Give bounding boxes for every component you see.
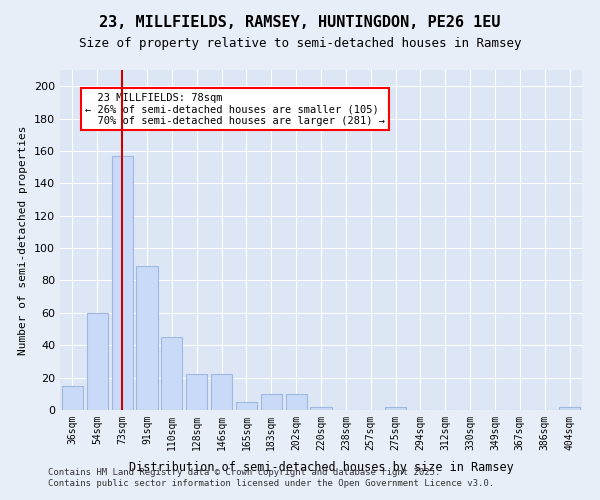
Text: 23, MILLFIELDS, RAMSEY, HUNTINGDON, PE26 1EU: 23, MILLFIELDS, RAMSEY, HUNTINGDON, PE26… [99,15,501,30]
Bar [385,407,406,410]
Bar [236,402,257,410]
Text: 23 MILLFIELDS: 78sqm
← 26% of semi-detached houses are smaller (105)
  70% of se: 23 MILLFIELDS: 78sqm ← 26% of semi-detac… [85,92,385,126]
Bar [286,394,307,410]
Bar [136,266,158,410]
X-axis label: Distribution of semi-detached houses by size in Ramsey: Distribution of semi-detached houses by … [128,461,514,474]
Bar [186,374,207,410]
Text: Contains HM Land Registry data © Crown copyright and database right 2025.
Contai: Contains HM Land Registry data © Crown c… [48,468,494,487]
Bar [310,407,332,410]
Y-axis label: Number of semi-detached properties: Number of semi-detached properties [19,125,28,355]
Text: Size of property relative to semi-detached houses in Ramsey: Size of property relative to semi-detach… [79,38,521,51]
Bar [62,386,83,410]
Bar [161,337,182,410]
Bar [87,313,108,410]
Bar [211,374,232,410]
Bar [261,394,282,410]
Bar [559,407,580,410]
Bar [112,156,133,410]
